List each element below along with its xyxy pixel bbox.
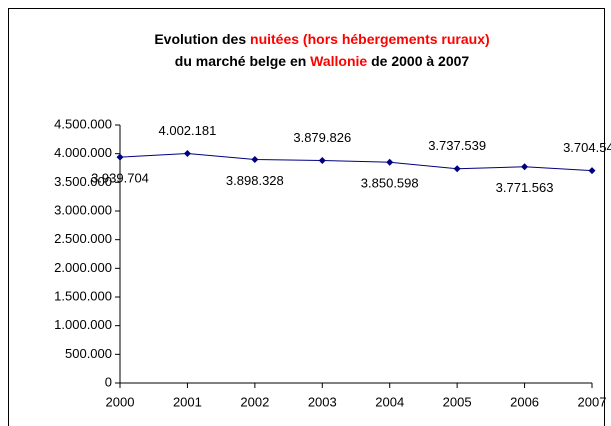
x-tick-label: 2007 — [578, 394, 607, 409]
x-tick-label: 2005 — [443, 394, 472, 409]
x-tick-label: 2004 — [375, 394, 404, 409]
chart-title: du marché belge en Wallonie de 2000 à 20… — [175, 53, 470, 69]
y-tick-label: 3.000.000 — [54, 202, 112, 217]
data-label: 3.879.826 — [293, 130, 351, 145]
title-part: de 2000 à 2007 — [367, 53, 469, 69]
data-point — [116, 153, 124, 161]
data-point — [588, 167, 596, 175]
chart-title: Evolution des nuitées (hors hébergements… — [154, 31, 489, 47]
x-tick-label: 2001 — [173, 394, 202, 409]
y-tick-label: 500.000 — [65, 346, 112, 361]
y-tick-label: 1.000.000 — [54, 317, 112, 332]
y-tick-label: 2.000.000 — [54, 260, 112, 275]
y-tick-label: 2.500.000 — [54, 231, 112, 246]
x-tick-label: 2003 — [308, 394, 337, 409]
data-label: 4.002.181 — [159, 123, 217, 138]
data-line — [119, 153, 593, 172]
data-label: 3.704.540 — [563, 140, 611, 155]
y-tick-label: 3.500.000 — [54, 174, 112, 189]
title-part: du marché belge en — [175, 53, 310, 69]
data-label: 3.850.598 — [361, 176, 419, 191]
data-point — [453, 165, 461, 173]
data-point — [521, 163, 529, 171]
y-tick-label: 1.500.000 — [54, 288, 112, 303]
data-point — [183, 150, 191, 158]
x-tick-label: 2002 — [240, 394, 269, 409]
title-part: nuitées (hors hébergements ruraux) — [250, 31, 490, 47]
title-part: Evolution des — [154, 31, 250, 47]
data-label: 3.771.563 — [496, 180, 554, 195]
x-tick-label: 2000 — [106, 394, 135, 409]
title-part: Wallonie — [310, 53, 367, 69]
data-label: 3.939.704 — [91, 171, 149, 186]
chart-frame — [8, 8, 605, 426]
data-point — [251, 155, 259, 163]
data-label: 3.898.328 — [226, 173, 284, 188]
data-label: 3.737.539 — [428, 138, 486, 153]
y-tick-label: 0 — [105, 374, 112, 389]
y-tick-label: 4.500.000 — [54, 116, 112, 131]
y-tick-label: 4.000.000 — [54, 145, 112, 160]
data-point — [386, 158, 394, 166]
x-tick-label: 2006 — [510, 394, 539, 409]
data-point — [318, 157, 326, 165]
